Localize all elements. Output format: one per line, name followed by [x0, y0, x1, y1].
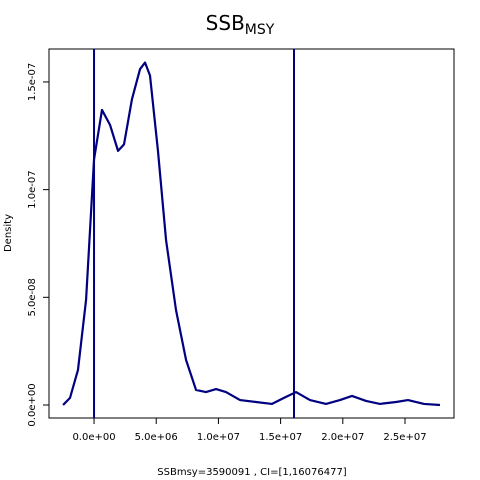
y-tick-label: 1.5e-07	[27, 63, 38, 101]
x-tick-label: 2.5e+07	[383, 432, 426, 443]
density-line	[62, 61, 441, 407]
x-tick-label: 5.0e+06	[135, 432, 178, 443]
y-tick-label: 1.0e-07	[27, 170, 38, 208]
x-tick-label: 2.0e+07	[321, 432, 364, 443]
plot-box	[48, 48, 455, 419]
y-tick-label: 0.0e+00	[27, 383, 38, 426]
x-axis-label: SSBmsy=3590091 , CI=[1,16076477]	[157, 467, 347, 478]
chart-title: SSB	[206, 11, 245, 35]
y-axis-label: Density	[3, 214, 14, 252]
y-tick-label: 5.0e-08	[27, 278, 38, 316]
x-tick-label: 0.0e+00	[72, 432, 115, 443]
chart-title-subscript: MSY	[245, 22, 275, 38]
x-tick-label: 1.5e+07	[259, 432, 302, 443]
x-tick-label: 1.0e+07	[197, 432, 240, 443]
chart-title-group: SSBMSY	[206, 11, 275, 39]
